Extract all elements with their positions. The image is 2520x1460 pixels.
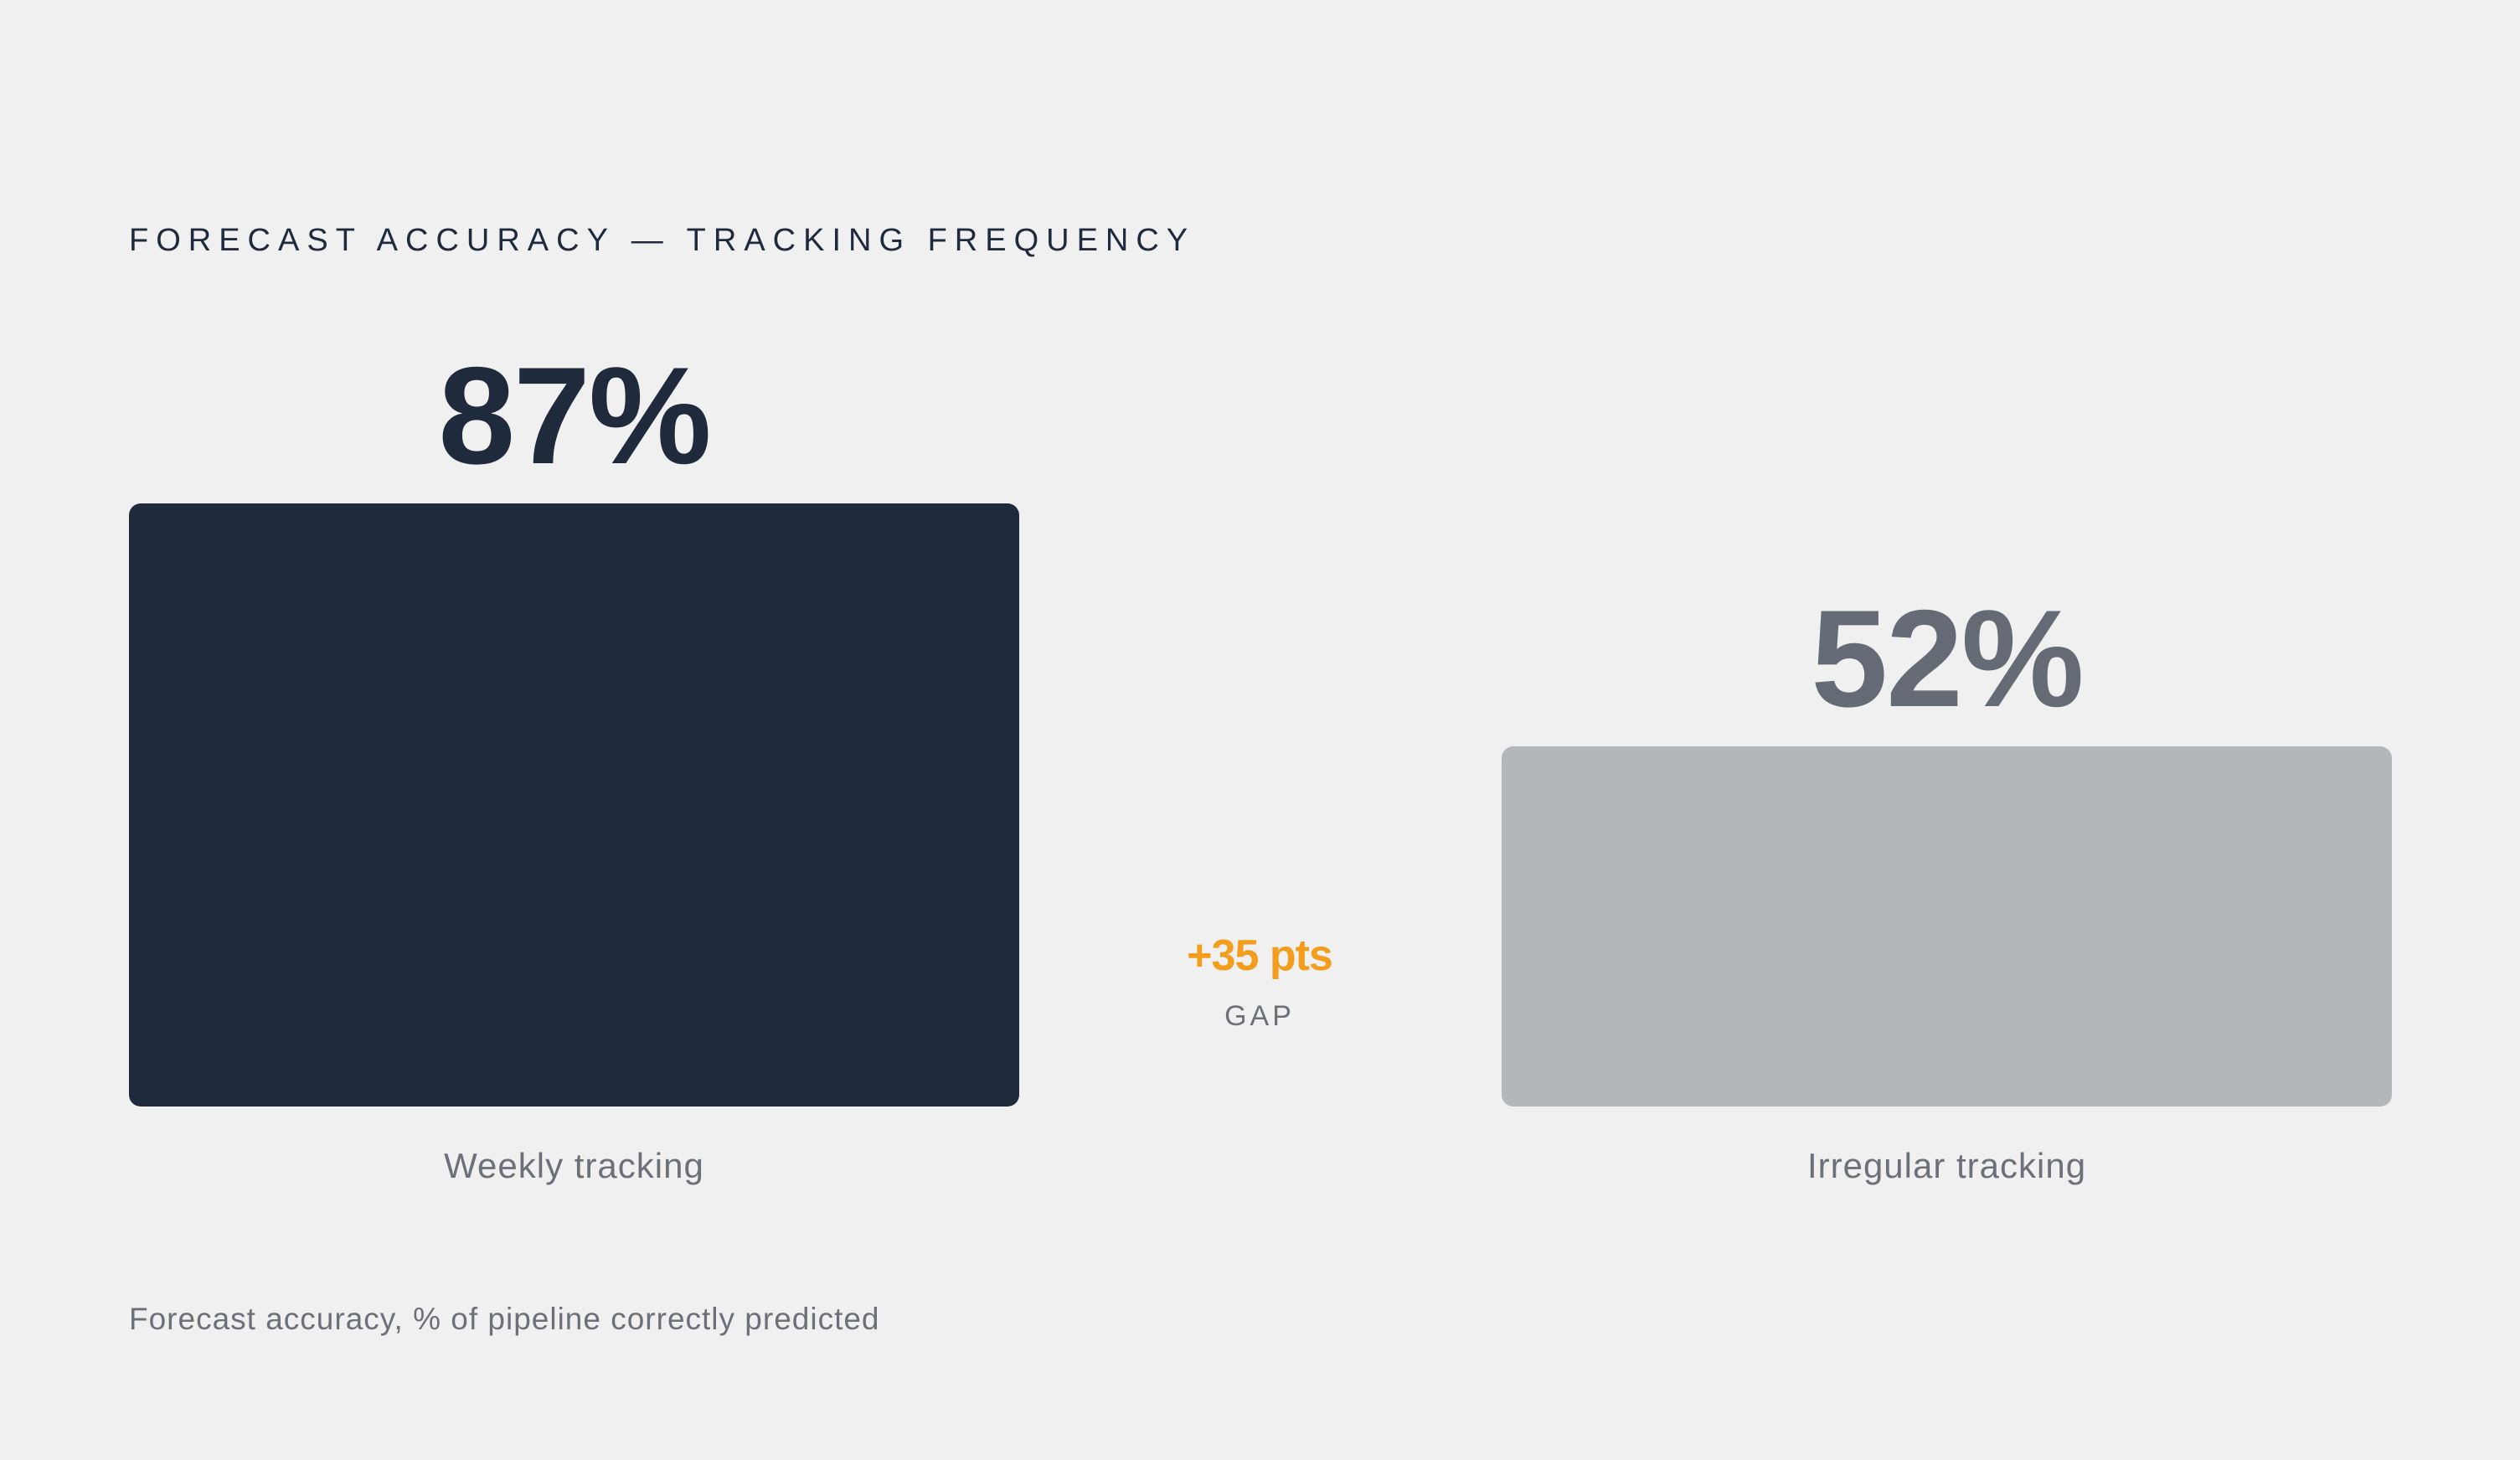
bar-weekly: [129, 503, 1019, 1107]
value-label-irregular: 52%: [1811, 580, 2084, 735]
chart-title: FORECAST ACCURACY — TRACKING FREQUENCY: [129, 223, 1196, 258]
value-label-weekly: 87%: [438, 338, 711, 493]
bar-irregular: [1502, 745, 2392, 1107]
category-label-weekly: Weekly tracking: [444, 1146, 704, 1185]
gap-value: +35 pts: [1187, 931, 1333, 980]
gap-label: GAP: [1224, 1000, 1295, 1032]
category-label-irregular: Irregular tracking: [1806, 1146, 2087, 1185]
chart-caption: Forecast accuracy, % of pipeline correct…: [129, 1302, 880, 1336]
